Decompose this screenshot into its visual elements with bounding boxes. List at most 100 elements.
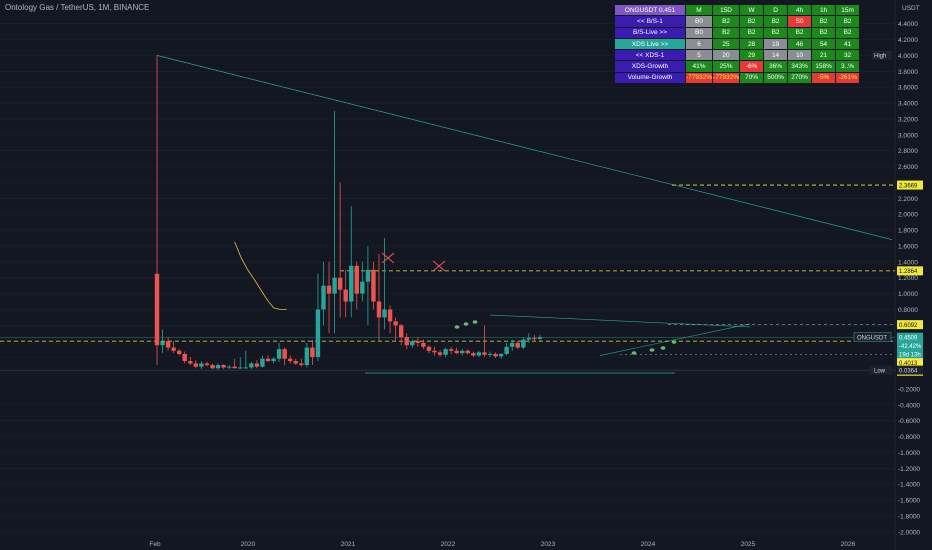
price-tag: 0.4013 [899, 361, 918, 367]
candle-series [154, 55, 543, 370]
y-tick-label: -1.4000 [898, 482, 920, 489]
table-row-label: << XDS-1 [614, 49, 686, 62]
candle-body [354, 265, 359, 294]
table-cell: B2 [763, 15, 789, 28]
candle-body [393, 321, 398, 326]
signal-dot [454, 325, 460, 329]
table-cell: 25% [712, 60, 741, 73]
table-cell: 10 [787, 49, 813, 62]
candle-body [254, 363, 260, 367]
table-row-label: B/S-Live >> [614, 26, 686, 39]
candle-body [243, 367, 248, 369]
low-tag-bg [870, 365, 892, 375]
table-cell: 54 [811, 37, 837, 51]
y-tick-label: 3.6000 [898, 85, 918, 92]
table-cell: -77932% [712, 71, 741, 85]
price-tag: -42.42% [899, 344, 922, 350]
table-cell: -6% [739, 60, 765, 73]
y-tick-label: 2.8000 [898, 148, 918, 155]
candle-body [315, 309, 321, 358]
y-tick-label: 3.8000 [898, 69, 918, 76]
table-cell: 19 [763, 37, 789, 51]
candle-body [521, 339, 526, 348]
candle-body [387, 309, 393, 322]
candle-body [177, 350, 182, 354]
price-tag-bg [897, 349, 923, 359]
price-tag-bg [897, 341, 923, 351]
low-tag: Low [874, 368, 886, 374]
candle-body [188, 361, 193, 364]
price-tag-bg [897, 358, 923, 368]
candle-body [343, 289, 348, 302]
candle-body [249, 363, 254, 368]
signal-dot [631, 351, 637, 355]
candle-body [487, 353, 493, 355]
table-row: Volume-Growth -77932% -77932% 70% 500% 270% -5… [614, 71, 861, 85]
price-tag: 1.2864 [899, 269, 918, 275]
candle-body [537, 337, 543, 339]
y-tick-label: 1.6000 [898, 243, 918, 250]
table-cell: 28 [739, 37, 765, 51]
candle-body [238, 367, 243, 369]
candle-body [265, 358, 271, 362]
signal-table: ONGUSDT 0.451 M 15D W D 4h 1h 15m << B/S-1 B0 B2 B2… [614, 3, 861, 85]
table-cell: 14 [763, 49, 789, 62]
time-axis[interactable]: Feb 2020 2021 2022 2023 2024 2025 2026 [149, 541, 855, 548]
candle-body [332, 277, 337, 294]
candle-body [288, 358, 293, 362]
price-tag: 0.4509 [899, 335, 918, 341]
candle-body [360, 281, 365, 294]
table-cell: -261% [835, 71, 861, 85]
x-tick-label: 2022 [441, 541, 456, 548]
table-cell: 32 [835, 49, 861, 62]
candle-body [465, 350, 470, 354]
candle-body [410, 341, 415, 346]
table-row: << B/S-1 B0 B2 B2 B2 S0 B2 B2 [614, 15, 861, 28]
table-cell: B0 [684, 26, 714, 39]
table-cell: B2 [835, 26, 861, 39]
price-tag: 19d 13h [899, 352, 921, 358]
table-cell: -77932% [684, 71, 714, 85]
table-cell: B2 [763, 26, 789, 39]
y-tick-label: -0.6000 [898, 418, 920, 425]
sell-marker [381, 252, 395, 264]
y-tick-label: 3.2000 [898, 116, 918, 123]
symbol-tag: ONGUSDT [857, 335, 887, 341]
y-tick-label: 3.4000 [898, 101, 918, 108]
table-header-cell: M [684, 3, 714, 17]
candle-body [415, 341, 421, 343]
price-tag-bg [897, 180, 923, 190]
candle-body [349, 265, 354, 302]
table-cell: 20 [712, 49, 741, 62]
table-cell: B2 [811, 15, 837, 28]
chart-grid [0, 0, 896, 550]
y-tick-label: -0.2000 [898, 386, 920, 393]
support-line [599, 323, 751, 356]
candle-body [476, 352, 482, 356]
price-tag-bg [897, 266, 923, 276]
table-row-label: XDS-Growth [614, 60, 686, 73]
y-tick-label: 2.6000 [898, 164, 918, 171]
symbol-tag-bg [853, 332, 892, 342]
candle-body [376, 301, 382, 318]
table-row: XDS-Growth 41% 25% -6% 36% 343% 158% 3..% [614, 60, 861, 73]
candle-body [199, 363, 204, 367]
x-tick-label: 2025 [741, 541, 756, 548]
candle-body [448, 349, 454, 351]
candle-body [160, 341, 165, 346]
y-tick-label: -1.0000 [898, 450, 920, 457]
y-tick-label: -2.0000 [898, 529, 920, 536]
x-tick-label: 2024 [641, 541, 656, 548]
table-cell: B0 [684, 15, 714, 28]
y-tick-label: 2.2000 [898, 196, 918, 203]
candle-body [182, 353, 187, 362]
upper-channel-line [489, 314, 751, 328]
candle-body [399, 325, 404, 338]
candle-body [276, 349, 282, 359]
y-tick-label: 1.2000 [898, 275, 918, 282]
candle-body [299, 363, 304, 366]
table-cell: 270% [787, 71, 813, 85]
table-cell: S0 [787, 15, 813, 28]
table-cell: -5% [811, 71, 837, 85]
